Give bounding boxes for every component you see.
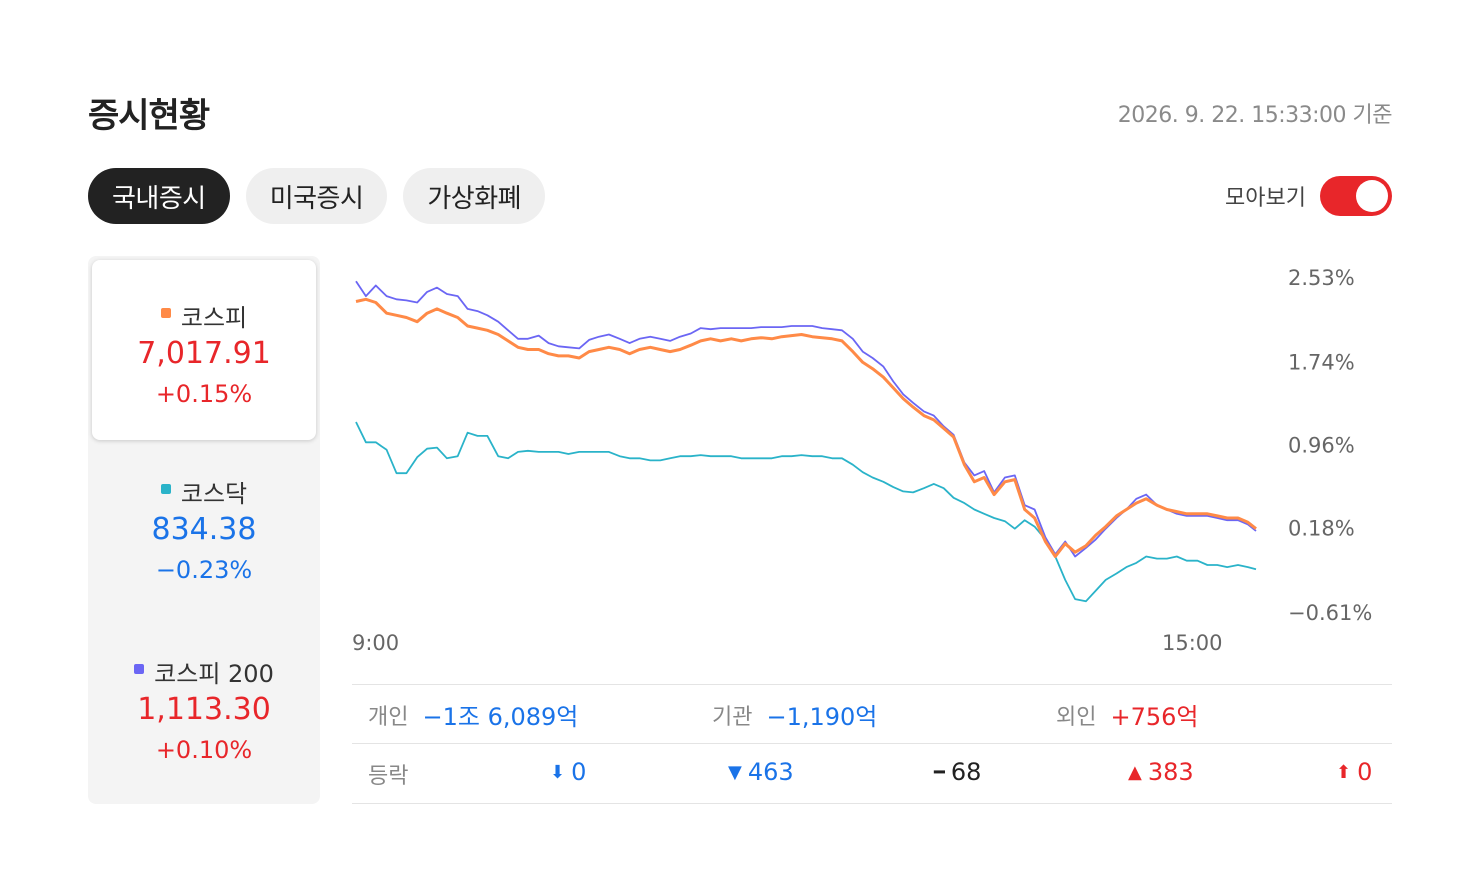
- series-color-marker: [160, 307, 171, 318]
- count-value: 0: [571, 758, 587, 786]
- investor-value: +756억: [1110, 703, 1199, 731]
- advance-decline-label: 등락: [368, 764, 409, 789]
- index-change: +0.15%: [155, 380, 253, 408]
- index-card-kospi200[interactable]: 코스피 200 1,113.30 +0.10%: [88, 616, 320, 796]
- tab-domestic[interactable]: 국내증시: [88, 168, 230, 224]
- toggle-knob: [1356, 180, 1388, 212]
- index-list: 코스피 7,017.91 +0.15% 코스닥 834.38 −0.23% 코스…: [88, 256, 320, 804]
- investor-value: −1조 6,089억: [422, 703, 579, 731]
- index-card-kosdaq[interactable]: 코스닥 834.38 −0.23%: [88, 436, 320, 616]
- unchanged-count: ━ 68: [934, 758, 981, 786]
- investor-individual: 개인 −1조 6,089억: [368, 697, 578, 732]
- lower-limit-count: ⬇ 0: [550, 758, 586, 786]
- count-value: 383: [1147, 758, 1194, 786]
- triangle-down-icon: ▼: [728, 761, 742, 783]
- index-name-label: 코스피: [180, 304, 248, 332]
- advance-decline-row: 등락 ⬇ 0 ▼ 463 ━ 68 ▲ 383 ⬆ 0: [352, 744, 1392, 804]
- series-color-marker: [134, 663, 145, 674]
- upper-limit-count: ⬆ 0: [1336, 758, 1372, 786]
- count-value: 68: [950, 758, 982, 786]
- investor-flow-row: 개인 −1조 6,089억 기관 −1,190억 외인 +756억: [352, 684, 1392, 744]
- y-tick-label: −0.61%: [1288, 601, 1372, 625]
- triangle-up-icon: ▲: [1128, 761, 1142, 783]
- index-name-label: 코스피 200: [154, 660, 274, 688]
- toggle-label: 모아보기: [1225, 186, 1306, 211]
- count-value: 0: [1357, 758, 1373, 786]
- decline-count: ▼ 463: [728, 758, 794, 786]
- investor-institution: 기관 −1,190억: [712, 697, 877, 732]
- x-tick-label: 15:00: [1162, 631, 1223, 655]
- index-line-chart: 2.53% 1.74% 0.96% 0.18% −0.61% 9:00 15:00: [352, 266, 1372, 655]
- series-color-marker: [160, 483, 171, 494]
- investor-label: 외인: [1056, 704, 1097, 730]
- y-tick-label: 0.96%: [1288, 434, 1355, 458]
- index-value: 834.38: [151, 512, 257, 547]
- index-card-kospi[interactable]: 코스피 7,017.91 +0.15%: [92, 260, 316, 440]
- investor-value: −1,190억: [766, 703, 878, 731]
- index-name-label: 코스닥: [180, 480, 248, 508]
- arrow-up-icon: ⬆: [1336, 761, 1352, 783]
- dash-icon: ━: [934, 761, 945, 783]
- y-tick-label: 0.18%: [1288, 517, 1355, 541]
- index-value: 7,017.91: [137, 336, 271, 371]
- series-line-kosdaq: [355, 421, 1257, 603]
- index-change: −0.23%: [155, 556, 253, 584]
- index-name: 코스닥: [88, 474, 320, 509]
- y-tick-label: 2.53%: [1288, 266, 1355, 290]
- x-tick-label: 9:00: [352, 631, 399, 655]
- investor-foreign: 외인 +756억: [1056, 697, 1198, 732]
- timestamp: 2026. 9. 22. 15:33:00 기준: [1117, 103, 1393, 128]
- series-line-kospi200: [355, 280, 1257, 558]
- tab-crypto[interactable]: 가상화폐: [403, 168, 546, 224]
- investor-label: 개인: [368, 704, 409, 730]
- view-all-toggle[interactable]: [1320, 176, 1392, 216]
- series-line-kospi: [355, 297, 1257, 558]
- index-name: 코스피: [92, 298, 316, 333]
- tab-us[interactable]: 미국증시: [245, 168, 388, 224]
- market-tabs: 국내증시 미국증시 가상화폐: [88, 168, 546, 224]
- index-change: +0.10%: [155, 736, 253, 764]
- count-value: 463: [747, 758, 794, 786]
- investor-label: 기관: [712, 704, 753, 730]
- page-title: 증시현황: [88, 96, 210, 136]
- advance-count: ▲ 383: [1128, 758, 1194, 786]
- arrow-down-icon: ⬇: [550, 761, 566, 783]
- view-all-toggle-group: 모아보기: [1225, 176, 1392, 216]
- index-value: 1,113.30: [137, 692, 271, 727]
- y-tick-label: 1.74%: [1288, 350, 1355, 374]
- index-name: 코스피 200: [88, 654, 320, 689]
